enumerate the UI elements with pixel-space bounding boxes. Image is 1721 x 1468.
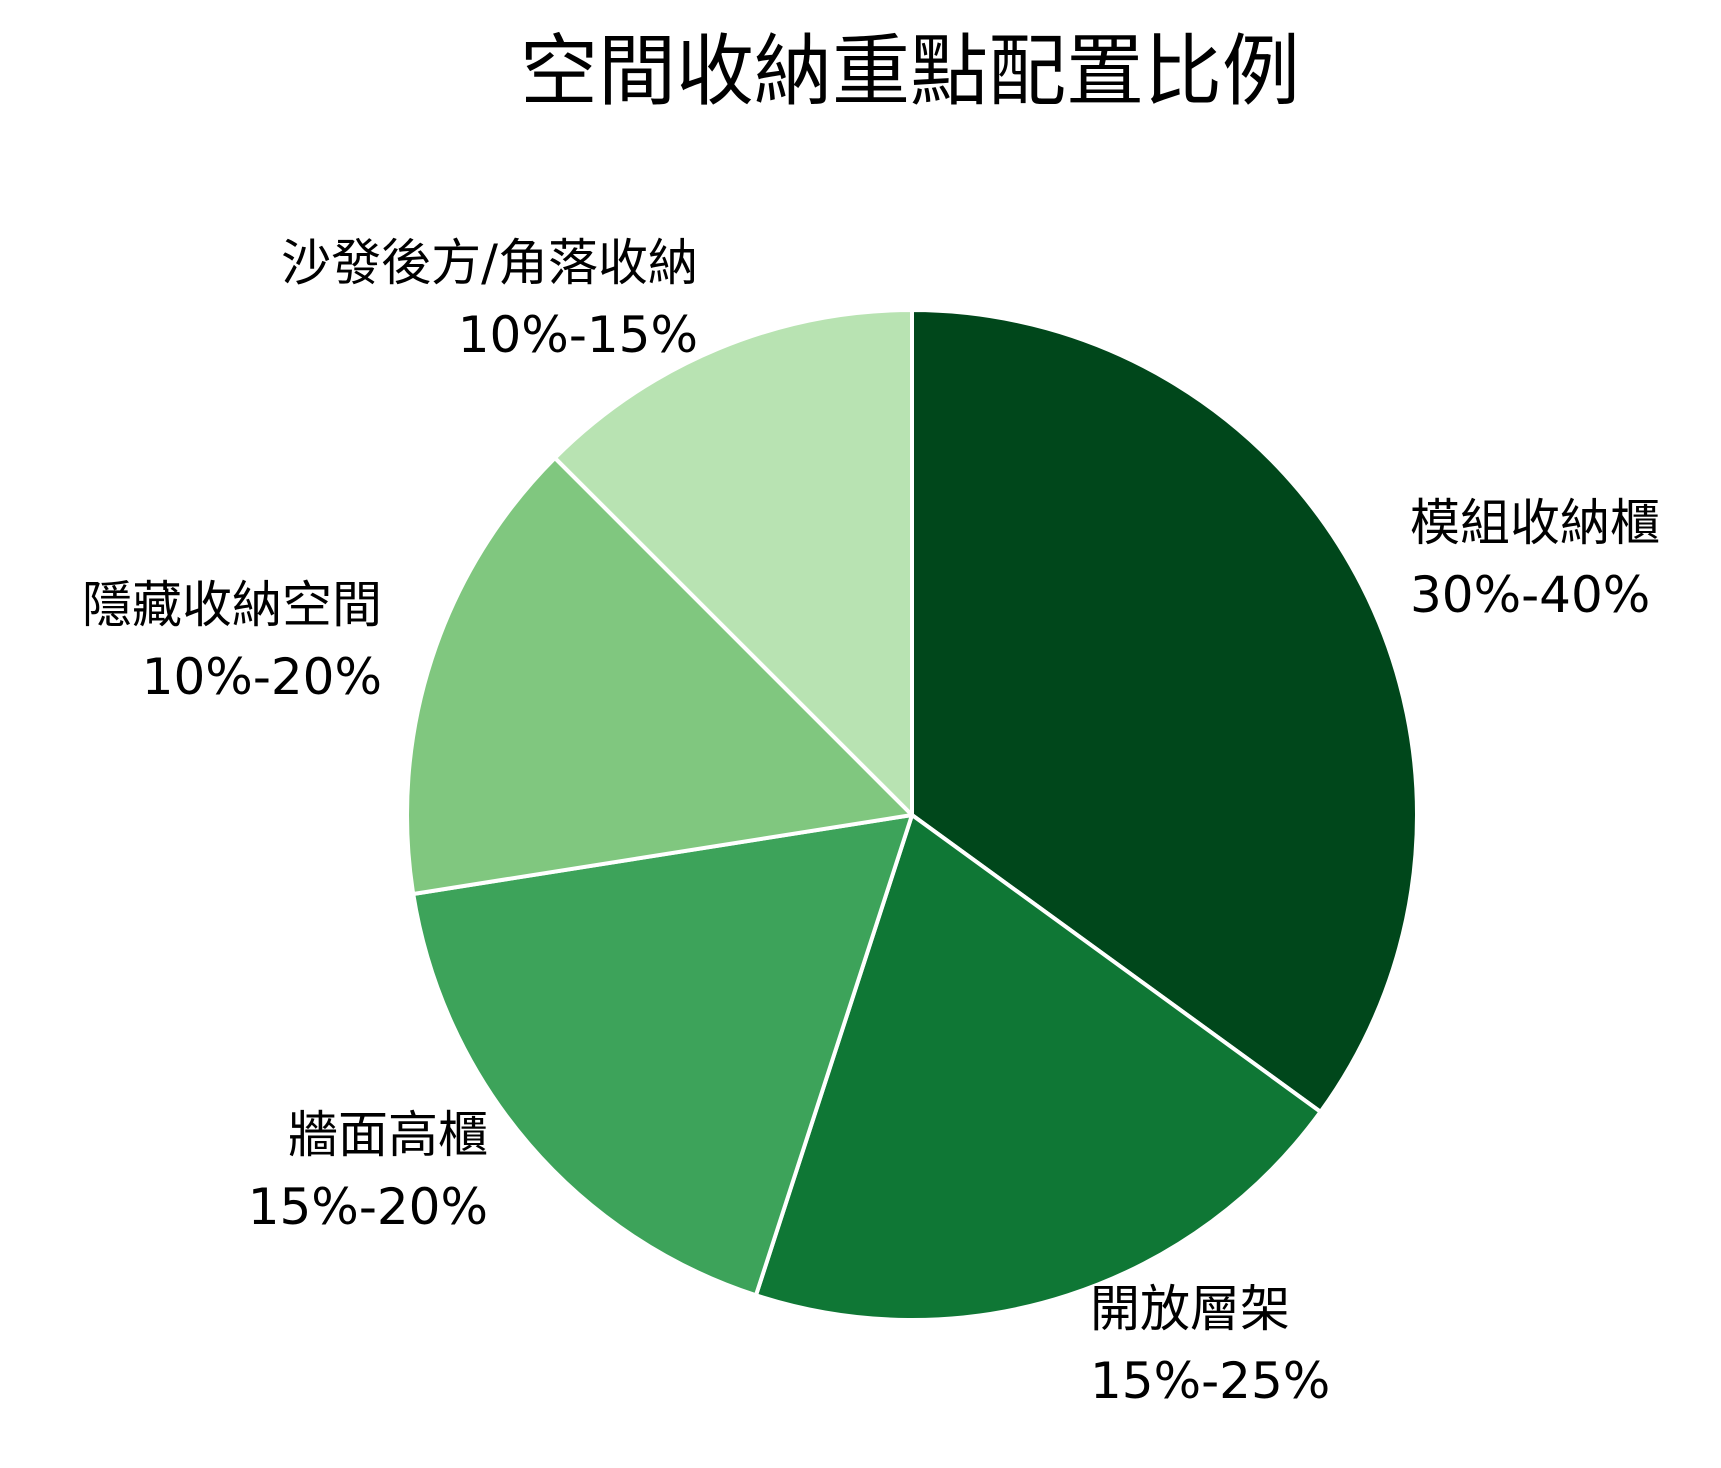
pie-labels: 模組收納櫃 30%-40% 開放層架 15%-25% 牆面高櫃 15%-20% 隱藏收納空間… [82,234,1660,1410]
pie-slice-1 [910,308,1419,1114]
slice-value-label-1: 30%-40% [1410,566,1650,624]
pie-slices [405,308,1419,1322]
slice-value-label-2: 15%-25% [1090,1352,1330,1410]
chart-title: 空間收納重點配置比例 [520,27,1300,117]
slice-value-label-3: 15%-20% [248,1178,488,1236]
slice-label-2: 開放層架 [1090,1280,1290,1338]
slice-label-5: 沙發後方/角落收納 [281,234,698,292]
pie-slice-5 [552,308,914,817]
slice-value-label-4: 10%-20% [142,648,382,706]
slice-label-4: 隱藏收納空間 [82,576,382,634]
slice-label-1: 模組收納櫃 [1410,494,1660,552]
slice-label-3: 牆面高櫃 [288,1106,488,1164]
pie-slice-2 [753,813,1323,1322]
slice-value-label-5: 10%-15% [458,306,698,364]
pie-slice-4 [405,455,914,896]
pie-slice-3 [411,813,914,1298]
